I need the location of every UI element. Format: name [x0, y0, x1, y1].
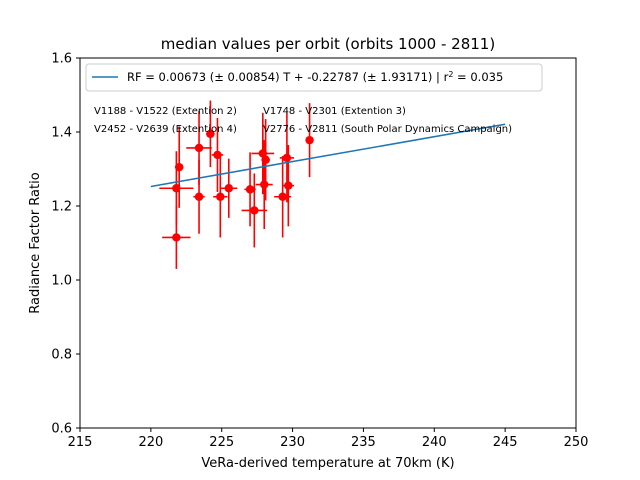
data-point-14 [274, 156, 292, 238]
x-tick-label-5: 240 [422, 435, 447, 450]
data-point-9 [244, 152, 256, 227]
point-marker-14 [278, 192, 287, 201]
x-tick-label-6: 245 [493, 435, 518, 450]
y-tick-label-1: 0.8 [51, 348, 72, 363]
chart-marks [159, 100, 314, 269]
x-tick-label-3: 230 [280, 435, 305, 450]
legend-box [85, 63, 543, 92]
annotation-extension-2: V1188 - V1522 (Extention 2) [94, 106, 237, 117]
point-marker-7 [216, 192, 225, 201]
y-tick-label-4: 1.4 [51, 126, 72, 141]
y-tick-label-5: 1.6 [51, 52, 72, 67]
point-marker-10 [250, 206, 259, 215]
point-marker-15 [282, 153, 292, 163]
y-axis: 0.6 0.8 1.0 1.2 1.4 1.6 [51, 52, 80, 437]
x-axis-label: VeRa-derived temperature at 70km (K) [201, 456, 454, 471]
y-tick-label-3: 1.2 [51, 200, 72, 215]
x-tick-label-4: 235 [351, 435, 376, 450]
point-marker-13 [261, 155, 270, 164]
annotation-extension-4: V2452 - V2639 (Extention 4) [94, 124, 237, 135]
data-point-2 [174, 126, 184, 208]
point-marker-5 [206, 129, 215, 139]
fit-line [150, 123, 506, 188]
point-marker-9 [245, 185, 255, 194]
chart-title: median values per orbit (orbits 1000 - 2… [161, 35, 495, 53]
point-marker-8 [224, 184, 233, 193]
data-point-17 [305, 103, 314, 178]
x-tick-label-0: 215 [68, 435, 93, 450]
legend: RF = 0.00673 (± 0.00854) T + -0.22787 (±… [85, 63, 543, 92]
point-marker-17 [305, 135, 314, 145]
plot-frame [79, 57, 577, 429]
data-point-13 [261, 119, 270, 201]
point-marker-4 [194, 192, 204, 201]
point-marker-2 [175, 162, 184, 172]
x-tick-label-7: 250 [564, 435, 589, 450]
annotation-extension-3: V1748 - V2301 (Extention 3) [263, 106, 406, 117]
point-marker-16 [284, 181, 293, 190]
data-point-10 [241, 173, 268, 248]
point-marker-0 [172, 233, 181, 242]
legend-fit-label-sup: 2 [448, 70, 453, 79]
point-marker-3 [194, 143, 204, 153]
legend-fit-label-main: RF = 0.00673 (± 0.00854) T + -0.22787 (±… [127, 70, 449, 84]
legend-fit-label-end: = 0.035 [453, 70, 503, 84]
data-point-7 [213, 156, 228, 238]
data-point-16 [282, 144, 294, 227]
data-point-4 [193, 159, 205, 234]
x-axis: 215 220 225 230 235 240 245 250 [68, 428, 589, 450]
y-tick-label-0: 0.6 [51, 422, 72, 437]
x-tick-label-2: 225 [209, 435, 234, 450]
y-tick-label-2: 1.0 [51, 274, 72, 289]
fit-line-layer [150, 123, 506, 188]
x-tick-label-1: 220 [138, 435, 163, 450]
annotations: V1188 - V1522 (Extention 2) V1748 - V230… [94, 106, 512, 135]
y-axis-label: Radiance Factor Ratio [28, 172, 43, 313]
data-point-5 [206, 100, 215, 168]
annotation-south-polar-campaign: V2776 - V2811 (South Polar Dynamics Camp… [263, 124, 512, 135]
point-marker-12 [260, 180, 269, 189]
legend-fit-label: RF = 0.00673 (± 0.00854) T + -0.22787 (±… [127, 70, 503, 85]
data-point-8 [220, 158, 238, 218]
